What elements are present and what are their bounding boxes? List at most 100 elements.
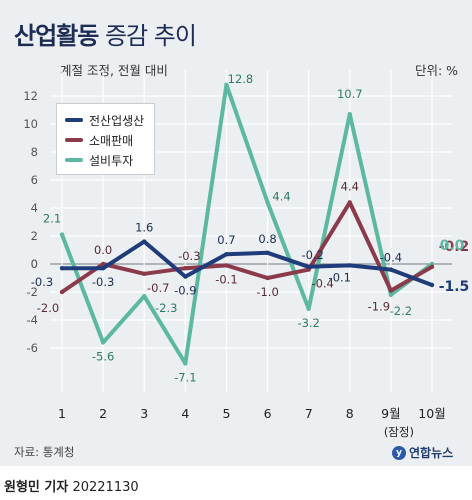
data-point [100, 266, 106, 271]
unit-label: 단위: % [414, 63, 458, 78]
y-tick-label: -4 [27, 313, 38, 327]
data-label: 10.7 [337, 87, 363, 101]
data-point [142, 239, 147, 244]
data-point [142, 294, 147, 299]
data-label: -1.0 [256, 285, 278, 299]
y-tick-label: -2 [27, 285, 38, 299]
data-label: 4.4 [272, 189, 290, 203]
byline: 원형민 기자 20221130 [4, 476, 139, 495]
data-label: -0.7 [147, 281, 169, 295]
series-line-1 [60, 200, 434, 294]
data-label: -2.0 [37, 301, 59, 315]
y-tick-label: -6 [27, 341, 38, 355]
title-light: 증감 추이 [104, 22, 197, 50]
x-tick-label: 8 [346, 406, 354, 421]
x-tick-label: 7 [305, 406, 313, 421]
legend-label-investment: 설비투자 [89, 153, 134, 168]
data-label: -0.4 [311, 277, 333, 291]
y-tick-label: 8 [31, 145, 38, 159]
y-tick-label: 6 [31, 173, 38, 187]
series-line-2 [60, 82, 434, 366]
legend-item-retail: 소매판매 [65, 130, 144, 150]
data-point [183, 266, 188, 271]
data-label: -0.3 [31, 275, 53, 289]
data-point [388, 288, 394, 293]
data-point [388, 267, 394, 272]
y-tick-label: 4 [31, 201, 38, 215]
data-label: -0.1 [329, 270, 351, 284]
legend: 전산업생산 소매판매 설비투자 [56, 103, 156, 175]
data-label: 0.8 [258, 232, 276, 246]
agency-logo: y 연합뉴스 [392, 444, 453, 461]
data-label: 2.1 [43, 212, 61, 226]
series-line-0 [60, 239, 434, 287]
x-tick-label: 10월 [418, 406, 445, 421]
chart-title: 산업활동 증감 추이 [14, 16, 197, 51]
y-tick-label: 10 [23, 117, 38, 131]
data-point [59, 232, 65, 237]
x-tick-label: 1 [58, 406, 66, 421]
data-point [265, 200, 270, 205]
y-tick-label: 2 [31, 229, 38, 243]
data-label: -3.2 [297, 316, 319, 330]
legend-swatch-production [65, 118, 83, 122]
data-point [183, 274, 188, 279]
data-point [429, 282, 435, 288]
data-label: 12.8 [228, 72, 254, 86]
data-label: -0.1 [215, 272, 237, 286]
legend-swatch-retail [65, 138, 83, 142]
x-tick-label: 2 [99, 406, 107, 421]
data-label: -0.2 [439, 239, 470, 255]
data-label: -0.9 [174, 284, 196, 298]
title-bold: 산업활동 [14, 22, 99, 50]
data-label: 4.4 [341, 179, 359, 193]
data-label: 0.0 [440, 238, 465, 254]
y-tick-label: 0 [31, 257, 38, 271]
data-point [429, 264, 435, 269]
x-tick-label: 9월 [381, 406, 400, 421]
x-tick-label: 4 [181, 406, 189, 421]
data-point [306, 264, 311, 269]
series-lines [59, 82, 435, 366]
data-point [224, 82, 229, 88]
data-point [347, 200, 352, 205]
data-label: -1.9 [368, 300, 390, 314]
data-label: -2.2 [390, 304, 412, 318]
byline-date: 20221130 [72, 480, 139, 495]
data-label: -0.4 [380, 251, 402, 265]
legend-item-production: 전산업생산 [65, 110, 144, 130]
legend-label-production: 전산업생산 [89, 113, 145, 128]
data-point [265, 275, 270, 281]
x-tick-label: 3 [140, 406, 148, 421]
data-label: -5.6 [92, 349, 114, 363]
data-label: -7.1 [174, 370, 196, 384]
data-point [347, 112, 352, 117]
byline-name: 원형민 기자 [4, 480, 69, 495]
data-label: -0.2 [301, 248, 323, 262]
data-label: -0.3 [92, 275, 114, 289]
data-label: 1.6 [135, 221, 153, 235]
legend-label-retail: 소매판매 [89, 133, 134, 148]
y-tick-label: 12 [23, 89, 38, 103]
data-point [59, 289, 65, 295]
chart-subtitle: 계절 조정, 전월 대비 [60, 63, 168, 78]
x-tick-labels: 1 2 3 4 5 6 7 8 9월 (잠정) 10월 [58, 406, 446, 439]
data-label: -0.3 [178, 249, 200, 263]
source-note: 자료: 통계청 [14, 445, 75, 459]
data-point [347, 263, 352, 268]
data-point [100, 340, 106, 345]
data-label: -2.3 [155, 301, 177, 315]
data-point [388, 292, 394, 297]
chart-panel [0, 0, 472, 466]
x-tick-sublabel: (잠정) [384, 425, 414, 439]
logo-mark-icon: y [392, 445, 406, 460]
logo-text: 연합뉴스 [409, 446, 454, 460]
x-tick-label: 5 [222, 406, 230, 421]
legend-swatch-investment [65, 158, 83, 162]
data-point [183, 361, 188, 366]
data-labels: -0.3 -0.31.6-0.90.7 0.8-0.2-0.1-0.4-1.5-2.… [31, 72, 470, 385]
data-point [224, 252, 229, 257]
legend-item-investment: 설비투자 [65, 150, 144, 170]
